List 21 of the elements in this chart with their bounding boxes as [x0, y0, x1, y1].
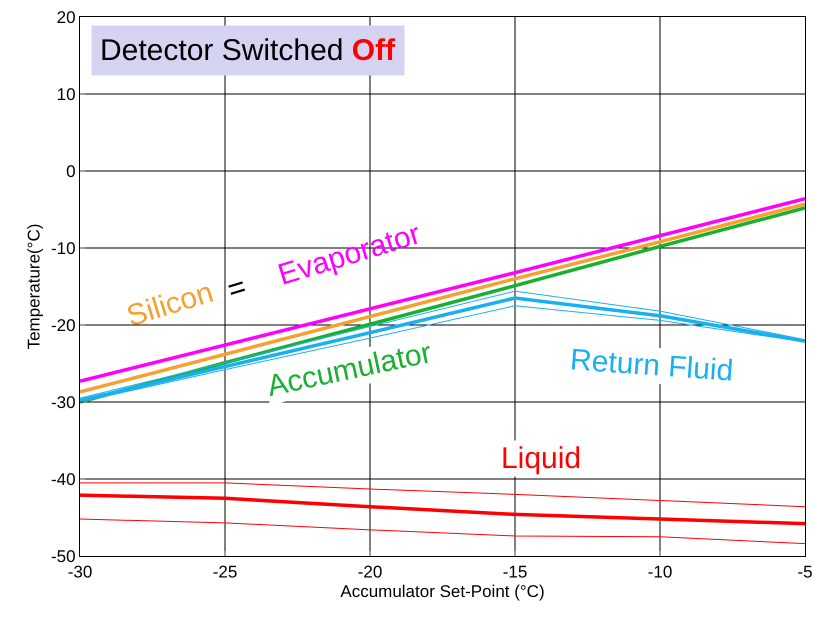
x-tick-label: -5 — [797, 562, 813, 582]
x-tick-label: -10 — [648, 562, 672, 582]
y-tick-label: 0 — [66, 162, 76, 181]
y-tick-label: -20 — [51, 316, 76, 335]
x-axis-title: Accumulator Set-Point (°C) — [340, 582, 545, 601]
y-tick-label: -30 — [51, 392, 76, 412]
text: Accumulator — [264, 336, 434, 404]
x-tick-label: -15 — [502, 562, 528, 582]
y-tick-label: -10 — [51, 238, 76, 258]
x-tick-label: -20 — [358, 562, 382, 582]
y-axis-title: Temperature(°C) — [24, 224, 44, 350]
series-label: Liquid — [501, 442, 582, 475]
series-label: Return Fluid — [569, 343, 734, 388]
y-tick-label: -40 — [51, 470, 76, 489]
y-tick-label: 10 — [56, 84, 76, 104]
y-tick-label: 20 — [56, 8, 76, 27]
y-tick-label: -50 — [51, 546, 76, 566]
annotation: = — [224, 270, 250, 307]
text: Detector Switched Off — [100, 34, 396, 67]
x-tick-label: -25 — [212, 562, 238, 582]
text: Silicon — [122, 276, 218, 334]
